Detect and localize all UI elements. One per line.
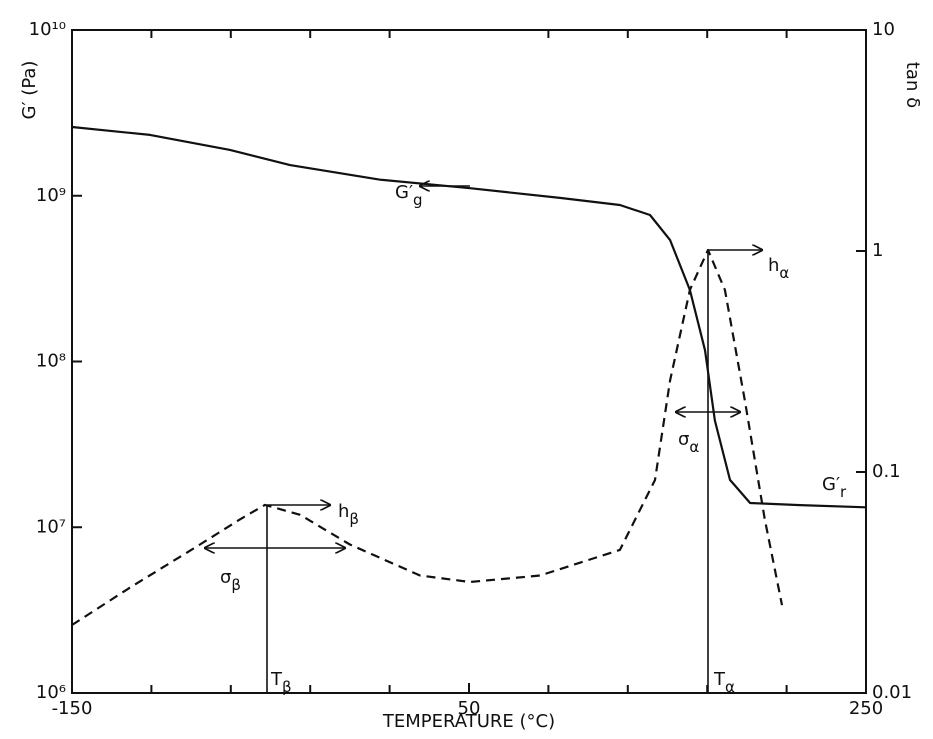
plot-frame	[72, 30, 866, 693]
y-tick-label: 10⁸	[36, 351, 66, 372]
series-line	[72, 127, 866, 507]
y-tick-label: 10⁷	[36, 516, 66, 537]
annotation-text: σ	[678, 429, 689, 450]
annotation: G′g	[395, 182, 423, 209]
annotation-sub: α	[779, 264, 789, 282]
annotation-sub: g	[413, 191, 423, 209]
annotation-sub: α	[689, 438, 699, 456]
annotation: σβ	[220, 567, 241, 594]
y-tick-label: 10⁶	[36, 682, 66, 703]
page: {"chart_data": { "type": "line", "x_labe…	[0, 0, 933, 735]
y-axis-label: G′ (Pa)	[19, 61, 40, 120]
y2-tick-label: 1	[872, 240, 883, 261]
annotation-sub: r	[840, 483, 847, 501]
annotation-sub: β	[282, 678, 292, 696]
annotation-text: G′	[395, 182, 413, 203]
annotation: σα	[678, 429, 699, 456]
x-tick-label: 50	[458, 698, 481, 719]
annotation-text: G′	[822, 474, 840, 495]
annotation-text: σ	[220, 567, 231, 588]
series-line	[72, 250, 782, 625]
annotation-sub: β	[349, 510, 359, 528]
annotation-text: h	[768, 255, 779, 276]
annotation: Tβ	[270, 669, 292, 696]
y-tick-label: 10¹⁰	[29, 19, 66, 40]
annotation: hα	[768, 255, 789, 282]
y2-tick-label: 0.1	[872, 461, 901, 482]
annotation-sub: α	[725, 678, 735, 696]
y2-axis-label: tan δ	[902, 62, 923, 108]
y2-tick-label: 10	[872, 19, 895, 40]
annotation: hβ	[338, 501, 359, 528]
annotation-text: h	[338, 501, 349, 522]
annotation: Tα	[713, 669, 735, 696]
annotation-sub: β	[231, 576, 241, 594]
annotation: G′r	[822, 474, 847, 501]
y2-tick-label: 0.01	[872, 682, 912, 703]
y-tick-label: 10⁹	[36, 185, 66, 206]
chart: G′ (Pa) tan δ TEMPERATURE (°C) -15050250…	[0, 0, 933, 735]
